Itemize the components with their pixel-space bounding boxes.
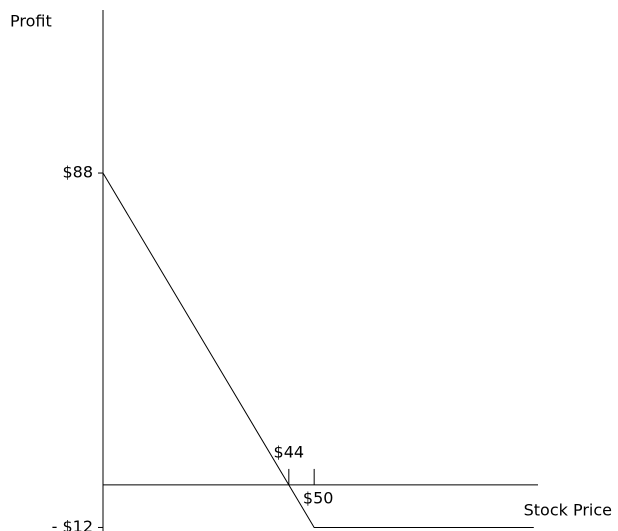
y-tick-label: $88 <box>62 163 93 182</box>
x-axis-label: Stock Price <box>524 501 612 520</box>
x-tick-label: $44 <box>274 442 305 461</box>
y-tick-label: - $12 <box>52 517 93 531</box>
x-tick-label: $50 <box>303 488 334 507</box>
payoff-line <box>102 172 534 528</box>
y-axis-label: Profit <box>10 12 52 31</box>
